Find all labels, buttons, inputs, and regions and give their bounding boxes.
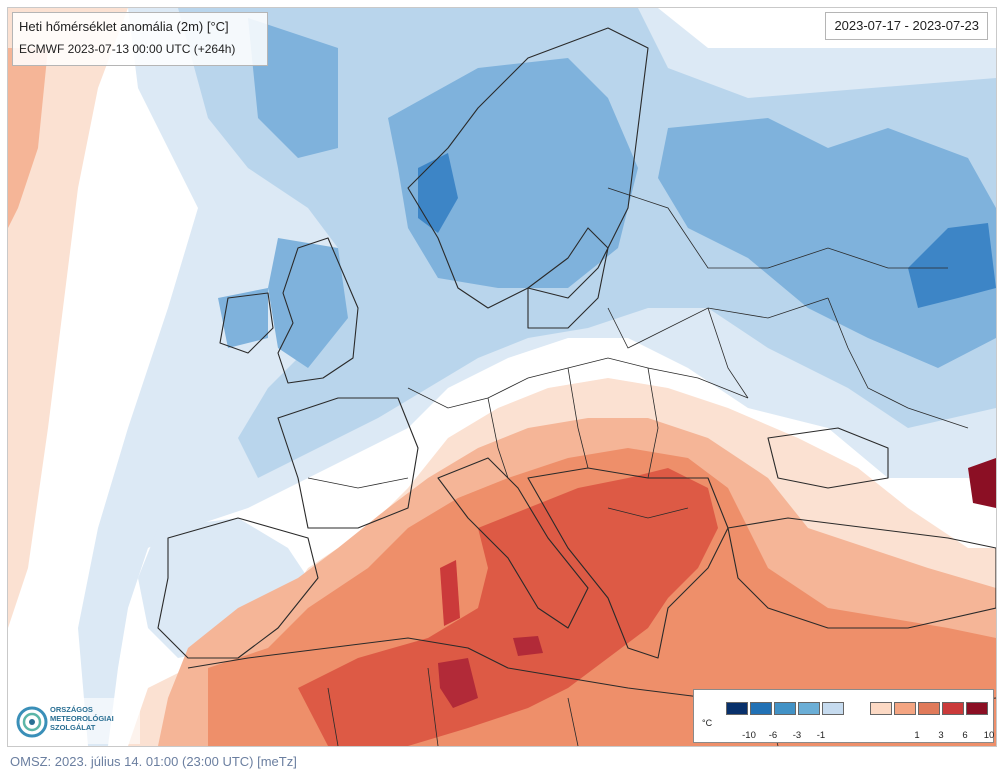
cold-strong-area-norway <box>418 153 458 233</box>
warm-deep-area-sardinia <box>440 560 460 626</box>
country-borders <box>307 187 969 746</box>
warm-deep-area-sicily <box>513 636 543 656</box>
legend-swatch <box>918 702 940 715</box>
logo-line-1: ORSZÁGOS <box>50 705 93 714</box>
border-line <box>827 297 969 429</box>
turkey-coastline <box>727 517 996 629</box>
atlantic-warm-area <box>8 8 128 628</box>
map-frame[interactable]: Heti hőmérséklet anomália (2m) [°C] ECMW… <box>7 7 997 747</box>
iberia-pale-area <box>138 518 308 658</box>
logo-line-3: SZOLGÁLAT <box>50 723 96 732</box>
legend-swatch <box>966 702 988 715</box>
footer-timestamp: OMSZ: 2023. július 14. 01:00 (23:00 UTC)… <box>10 754 297 769</box>
legend-label: 10 <box>983 730 995 741</box>
border-line <box>607 297 829 349</box>
map-title: Heti hőmérséklet anomália (2m) [°C] <box>19 19 229 34</box>
cold-strong-area-russia <box>908 223 996 308</box>
border-line <box>647 367 659 479</box>
warm-strong-region <box>298 468 718 746</box>
map-title-box: Heti hőmérséklet anomália (2m) [°C] ECMW… <box>12 12 268 66</box>
legend-label: 1 <box>914 730 920 741</box>
balkans-coastline <box>527 467 729 659</box>
border-line <box>567 367 589 469</box>
scandinavia-coastline <box>407 27 649 309</box>
legend-label: -10 <box>742 730 756 741</box>
legend-label: -1 <box>816 730 826 741</box>
france-coastline <box>277 397 419 529</box>
italy-coastline <box>437 457 589 629</box>
baltic-coastline <box>527 227 609 329</box>
border-line <box>607 187 948 269</box>
legend-swatch <box>798 702 820 715</box>
border-line <box>307 477 409 489</box>
omsz-logo: ORSZÁGOS METEOROLÓGIAI SZOLGÁLAT <box>14 698 140 744</box>
legend-swatch <box>822 702 844 715</box>
legend-swatch <box>726 702 748 715</box>
border-line <box>487 397 509 479</box>
iberia-coastline <box>157 517 319 659</box>
legend-unit: °C <box>702 718 713 728</box>
legend-label: 6 <box>962 730 968 741</box>
legend-swatch <box>942 702 964 715</box>
logo-text: ORSZÁGOS METEOROLÓGIAI SZOLGÁLAT <box>50 705 140 732</box>
border-line <box>567 697 579 746</box>
date-range-label: 2023-07-17 - 2023-07-23 <box>825 12 988 40</box>
warm-deep-area-tunisia <box>438 658 478 708</box>
anomaly-map[interactable] <box>8 8 996 746</box>
britain-coastline <box>277 237 359 384</box>
legend-label: -6 <box>768 730 778 741</box>
model-run-label: ECMWF 2023-07-13 00:00 UTC (+264h) <box>19 42 236 56</box>
black-sea-coastline <box>767 427 889 489</box>
legend-swatch <box>894 702 916 715</box>
legend-label: -3 <box>792 730 802 741</box>
legend-swatch <box>774 702 796 715</box>
legend-label: 3 <box>938 730 944 741</box>
ireland-coastline <box>219 292 274 354</box>
color-legend: °C -10 -6 -3 -1 1 3 6 10 <box>693 689 994 743</box>
border-line <box>607 507 689 519</box>
omsz-logo-icon <box>16 706 48 738</box>
atlantic-warm-core <box>8 48 48 228</box>
border-line <box>327 687 339 746</box>
cold-mid-region <box>218 18 996 368</box>
logo-line-2: METEOROLÓGIAI <box>50 714 114 723</box>
border-line <box>707 307 749 399</box>
border-line <box>427 667 439 746</box>
legend-swatch <box>750 702 772 715</box>
legend-swatch <box>870 702 892 715</box>
warm-deep-area-east <box>968 458 996 508</box>
